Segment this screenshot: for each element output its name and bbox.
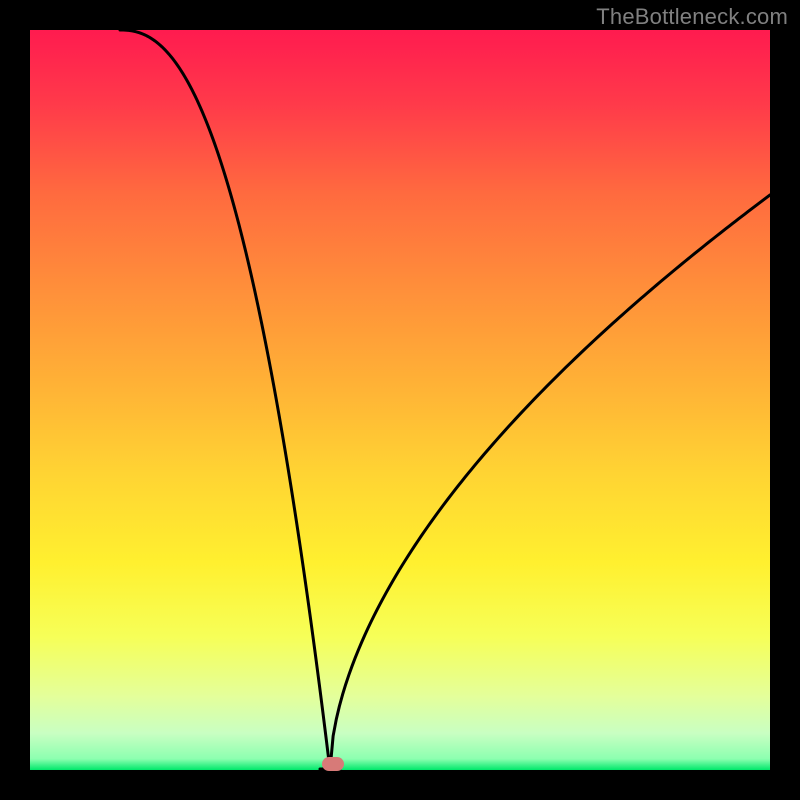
plot-area (30, 30, 770, 770)
watermark-text: TheBottleneck.com (596, 4, 788, 30)
figure-outer: TheBottleneck.com (0, 0, 800, 800)
bottleneck-curve (30, 30, 770, 770)
minimum-marker (322, 757, 344, 771)
